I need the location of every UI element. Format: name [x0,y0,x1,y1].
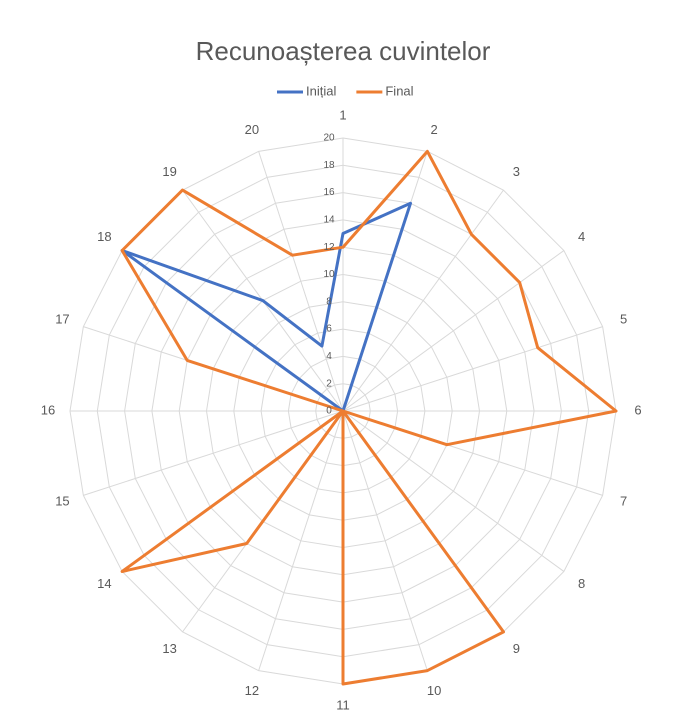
category-label: 7 [620,494,627,509]
category-label: 2 [431,122,438,137]
y-tick-label: 10 [323,269,335,280]
category-label: 12 [245,683,259,698]
legend-label: Final [385,83,413,98]
grid-spoke [342,189,504,412]
y-tick-label: 14 [323,215,335,226]
category-label: 10 [427,683,441,698]
grid-spoke [258,151,344,412]
category-label: 5 [620,311,627,326]
category-label: 13 [162,641,176,656]
category-label: 14 [97,576,111,591]
category-label: 1 [339,107,346,122]
chart-title: Recunoașterea cuvintelor [196,36,491,66]
category-label: 15 [55,494,69,509]
grid-spoke [342,250,565,412]
category-label: 18 [97,229,111,244]
category-label: 19 [162,164,176,179]
y-tick-label: 16 [323,187,335,198]
grid-spoke [342,410,428,671]
category-label: 6 [634,402,641,417]
series-line [120,201,412,413]
series-line [120,149,618,686]
grid-spoke [83,410,344,496]
grid-spoke [342,410,565,572]
legend-label: Inițial [306,83,336,98]
y-tick-label: 0 [326,406,332,417]
grid-spoke [342,326,603,412]
y-tick-label: 18 [323,160,335,171]
y-tick-label: 2 [326,378,332,389]
category-label: 17 [55,311,69,326]
y-tick-label: 20 [323,133,335,144]
category-label: 20 [245,122,259,137]
category-label: 8 [578,576,585,591]
grid-spoke [258,410,344,671]
y-tick-label: 4 [326,351,332,362]
category-label: 4 [578,229,585,244]
y-tick-label: 8 [326,296,332,307]
y-tick-label: 12 [323,242,335,253]
category-label: 16 [41,402,55,417]
category-label: 9 [513,641,520,656]
category-label: 11 [336,697,350,712]
category-label: 3 [513,164,520,179]
y-tick-label: 6 [326,324,332,335]
